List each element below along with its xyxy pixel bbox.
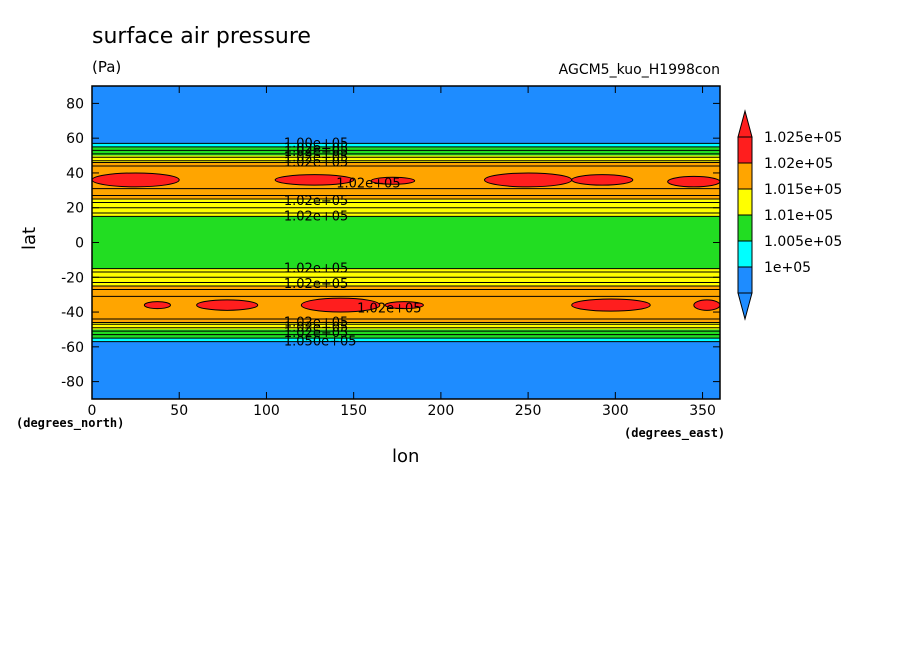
- colorbar-label-1: 1.02e+05: [764, 156, 833, 172]
- colorbar-under-triangle: [737, 292, 753, 321]
- contour-label-2: 1.02e+05: [284, 145, 348, 160]
- high-pressure-cell-9: [384, 301, 424, 310]
- high-pressure-cell-10: [571, 298, 651, 312]
- contour-label-10: 1.02e+05: [357, 302, 421, 317]
- contour-label-12: 1.02e+05: [284, 321, 348, 336]
- lat-band-2: [92, 146, 720, 156]
- lat-band-9: [92, 322, 720, 330]
- y-tick-label-6: -40: [61, 305, 84, 321]
- x-units-label: (degrees_east): [624, 426, 726, 440]
- contour-label-0: 1.00e+05: [284, 136, 348, 151]
- colorbar-swatch-0: [737, 136, 753, 164]
- colorbar-swatch-3: [737, 214, 753, 242]
- colorbar-label-2: 1.015e+05: [764, 182, 842, 198]
- high-pressure-cell-4: [571, 174, 634, 186]
- high-pressure-cell-7: [196, 299, 259, 311]
- lat-band-6: [92, 216, 720, 269]
- high-pressure-cell-2: [370, 176, 416, 185]
- run-label: AGCM5_kuo_H1998con: [558, 62, 720, 78]
- high-pressure-cell-3: [483, 172, 573, 188]
- contour-label-6: 1.02e+05: [284, 194, 348, 209]
- lat-band-0: [92, 86, 720, 144]
- y-axis-label: lat: [19, 226, 41, 251]
- colorbar-swatch-1: [737, 162, 753, 190]
- chart-title: surface air pressure: [92, 24, 311, 49]
- contour-label-8: 1.02e+05: [284, 262, 348, 277]
- high-pressure-cell-11: [693, 299, 721, 311]
- lat-band-11: [92, 338, 720, 342]
- x-tick-label-1: 50: [170, 403, 188, 419]
- high-pressure-cell-5: [667, 175, 721, 188]
- contour-label-7: 1.02e+05: [284, 209, 348, 224]
- high-pressure-cell-1: [274, 174, 355, 186]
- y-tick-label-2: 40: [66, 166, 84, 182]
- contour-label-11: 1.02e+05: [284, 315, 348, 330]
- y-tick-label-0: 80: [66, 96, 84, 112]
- y-tick-label-4: 0: [75, 236, 84, 252]
- x-tick-label-6: 300: [602, 403, 629, 419]
- high-pressure-cell-6: [143, 301, 172, 310]
- high-pressure-cell-8: [300, 297, 381, 313]
- y-tick-label-8: -80: [61, 375, 84, 391]
- colorbar-swatch-2: [737, 188, 753, 216]
- colorbar-label-5: 1e+05: [764, 260, 811, 276]
- contour-label-14: 1.050e+05: [284, 335, 357, 350]
- contour-label-9: 1.02e+05: [284, 277, 348, 292]
- contour-label-13: 1.02e+05: [284, 326, 348, 341]
- colorbar-swatch-4: [737, 240, 753, 268]
- y-tick-label-3: 20: [66, 201, 84, 217]
- x-axis-label: lon: [392, 446, 420, 467]
- x-tick-label-3: 150: [340, 403, 367, 419]
- high-pressure-cell-0: [91, 172, 180, 188]
- y-tick-label-7: -60: [61, 340, 84, 356]
- colorbar-label-0: 1.025e+05: [764, 130, 842, 146]
- contour-label-3: 1.02e+05: [284, 150, 348, 165]
- contour-label-4: 1.02e+05: [284, 156, 348, 171]
- x-tick-label-0: 0: [88, 403, 97, 419]
- x-tick-label-2: 100: [253, 403, 280, 419]
- lat-band-12: [92, 341, 720, 399]
- colorbar-label-4: 1.005e+05: [764, 234, 842, 250]
- lat-band-3: [92, 155, 720, 163]
- contour-label-5: 1.02e+05: [336, 176, 400, 191]
- colorbar-label-3: 1.01e+05: [764, 208, 833, 224]
- y-tick-label-1: 60: [66, 131, 84, 147]
- colorbar-over-triangle: [737, 109, 753, 138]
- x-tick-label-7: 350: [689, 403, 716, 419]
- x-tick-label-4: 200: [428, 403, 455, 419]
- x-tick-label-5: 250: [515, 403, 542, 419]
- units-label: (Pa): [92, 58, 122, 76]
- lat-band-1: [92, 143, 720, 147]
- colorbar-swatch-5: [737, 266, 753, 294]
- y-units-label: (degrees_north): [16, 416, 125, 430]
- y-tick-label-5: -20: [61, 270, 84, 286]
- lat-band-10: [92, 329, 720, 339]
- contour-label-1: 1.02e+05: [284, 142, 348, 157]
